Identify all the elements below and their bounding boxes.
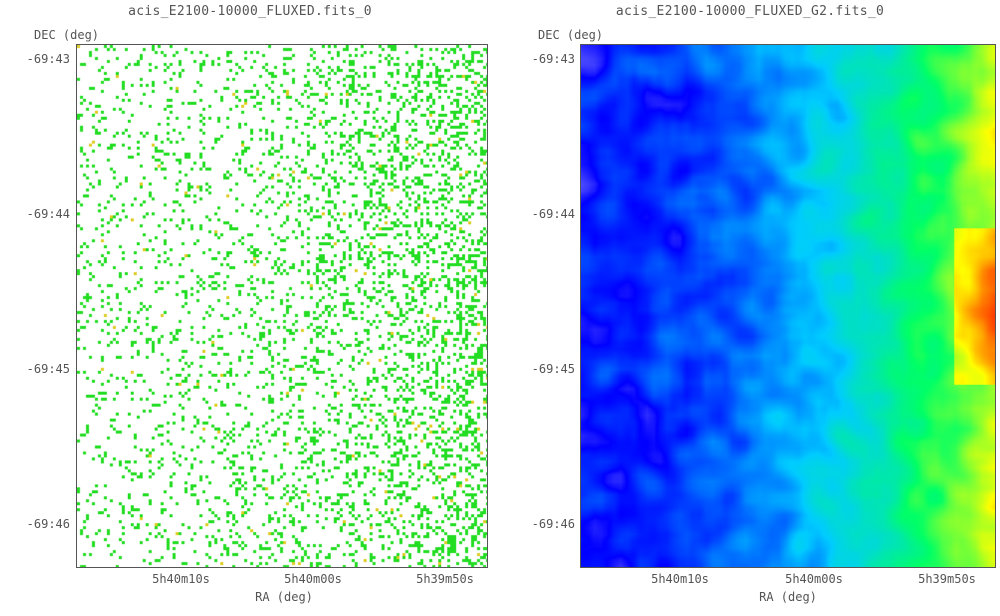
y-tick-label: -69:43 (531, 52, 575, 66)
y-axis-title: DEC (deg) (34, 28, 100, 42)
y-tick-label: -69:45 (26, 362, 70, 376)
panel-title: acis_E2100-10000_FLUXED_G2.fits_0 (615, 4, 885, 19)
x-tick-label: 5h40m10s (651, 572, 709, 586)
panel-title: acis_E2100-10000_FLUXED.fits_0 (128, 4, 372, 19)
x-tick-label: 5h39m50s (918, 572, 976, 586)
y-tick-label: -69:45 (531, 362, 575, 376)
x-tick-label: 5h40m10s (152, 572, 210, 586)
y-axis-title: DEC (deg) (538, 28, 604, 42)
smoothed-image (581, 45, 995, 567)
image-panel-raw: acis_E2100-10000_FLUXED.fits_0 DEC (deg)… (26, 4, 488, 604)
y-tick-label: -69:44 (531, 207, 575, 221)
x-axis-title: RA (deg) (759, 590, 817, 604)
x-tick-label: 5h40m00s (284, 572, 342, 586)
y-tick-label: -69:43 (26, 52, 70, 66)
y-tick-label: -69:46 (26, 517, 70, 531)
image-canvas-raw[interactable] (76, 44, 488, 568)
x-axis-title: RA (deg) (255, 590, 313, 604)
image-panel-smoothed: acis_E2100-10000_FLUXED_G2.fits_0 DEC (d… (500, 0, 1000, 616)
image-canvas-smoothed[interactable] (580, 44, 996, 568)
counts-image (77, 45, 487, 567)
y-tick-label: -69:44 (26, 207, 70, 221)
x-tick-label: 5h39m50s (416, 572, 474, 586)
x-tick-label: 5h40m00s (785, 572, 843, 586)
y-tick-label: -69:46 (531, 517, 575, 531)
